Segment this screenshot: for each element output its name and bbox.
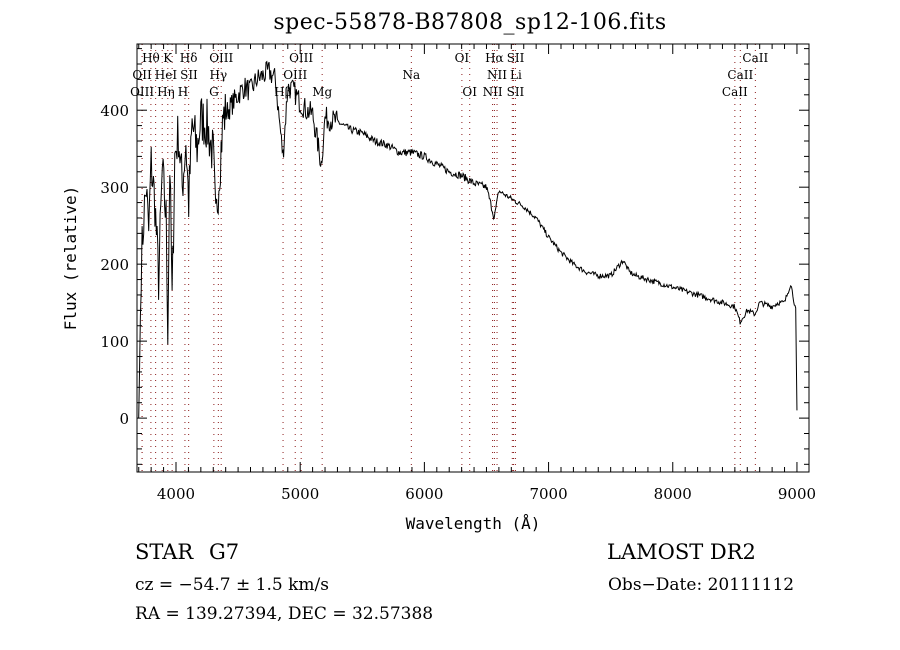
spectral-line-label: OIII [209, 51, 233, 65]
spectral-line-label: Li [510, 68, 522, 82]
spectral-line-label: Mg [312, 85, 332, 99]
spectral-line-label: OIII [130, 85, 154, 99]
y-tick-label: 0 [119, 410, 129, 428]
object-subclass: G7 [209, 540, 240, 564]
obs-date: Obs−Date: 20111112 [608, 575, 795, 595]
spectrum-line [138, 60, 798, 419]
spectral-line-label: Hθ [142, 51, 160, 65]
spectral-line-label: NII [487, 68, 507, 82]
spectral-line-label: OI [462, 85, 477, 99]
spectral-line-label: SII [507, 51, 525, 65]
spectral-line-label: H [178, 85, 188, 99]
spectral-line-label: CaII [722, 85, 748, 99]
x-tick-label: 7000 [529, 485, 567, 503]
x-tick-label: 4000 [157, 485, 195, 503]
x-axis-label: Wavelength (Å) [406, 514, 541, 533]
coordinates-text: RA = 139.27394, DEC = 32.57388 [135, 604, 434, 624]
y-tick-label: 200 [100, 256, 129, 274]
plot-frame [136, 43, 810, 473]
spectral-line-label: K [163, 51, 173, 65]
x-tick-label: 9000 [778, 485, 816, 503]
spectral-line-label: Hη [157, 85, 175, 99]
spectral-line-label: Hδ [180, 51, 198, 65]
spectral-line-label: CaII [727, 68, 753, 82]
spectral-line-label: OIII [283, 68, 307, 82]
survey-label: LAMOST DR2 [607, 540, 756, 564]
object-class: STAR [135, 540, 194, 564]
redshift-text: cz = −54.7 ± 1.5 km/s [135, 575, 329, 595]
spectral-line-label: Hγ [210, 68, 228, 82]
spectral-line-label: HeI [155, 68, 178, 82]
y-tick-label: 100 [100, 333, 129, 351]
y-tick-label: 300 [100, 179, 129, 197]
spectral-line-label: NII [483, 85, 503, 99]
spectral-line-label: CaII [742, 51, 768, 65]
x-tick-label: 6000 [405, 485, 443, 503]
spectral-line-label: Hα [485, 51, 504, 65]
spectral-line-label: OII [132, 68, 152, 82]
x-tick-label: 8000 [654, 485, 692, 503]
x-tick-label: 5000 [281, 485, 319, 503]
spectral-line-label: SII [180, 68, 198, 82]
spectral-line-label: Na [403, 68, 421, 82]
spectral-line-label: OIII [289, 51, 313, 65]
y-tick-label: 400 [100, 102, 129, 120]
spectral-line-label: OI [455, 51, 470, 65]
y-axis-label: Flux (relative) [61, 186, 80, 331]
spectral-line-label: SII [507, 85, 525, 99]
spectral-line-label: G [209, 85, 219, 99]
chart-title: spec-55878-B87808_sp12-106.fits [273, 10, 667, 35]
